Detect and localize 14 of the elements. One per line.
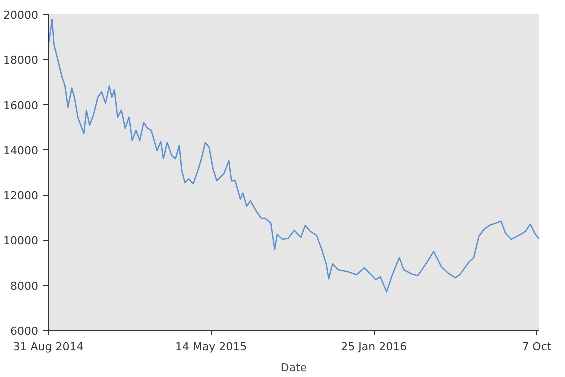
y-tick-label: 12000 — [4, 190, 39, 203]
line-series — [48, 18, 540, 293]
y-tick-label: 8000 — [10, 280, 39, 293]
y-tick-label: 16000 — [4, 99, 39, 112]
y-tick-label: 6000 — [10, 325, 39, 338]
x-axis-title: Date — [280, 362, 308, 374]
y-tick-label: 20000 — [4, 9, 39, 22]
x-tick-label: 14 May 2015 — [175, 340, 248, 354]
y-tick-label: 10000 — [4, 234, 39, 248]
x-tick-label: 7 Oct — [522, 340, 552, 354]
x-tick-label: 25 Jan 2016 — [341, 340, 408, 354]
x-tick-label: 31 Aug 2014 — [13, 340, 84, 354]
y-tick-label: 14000 — [4, 144, 39, 158]
y-tick-label: 18000 — [4, 54, 39, 68]
